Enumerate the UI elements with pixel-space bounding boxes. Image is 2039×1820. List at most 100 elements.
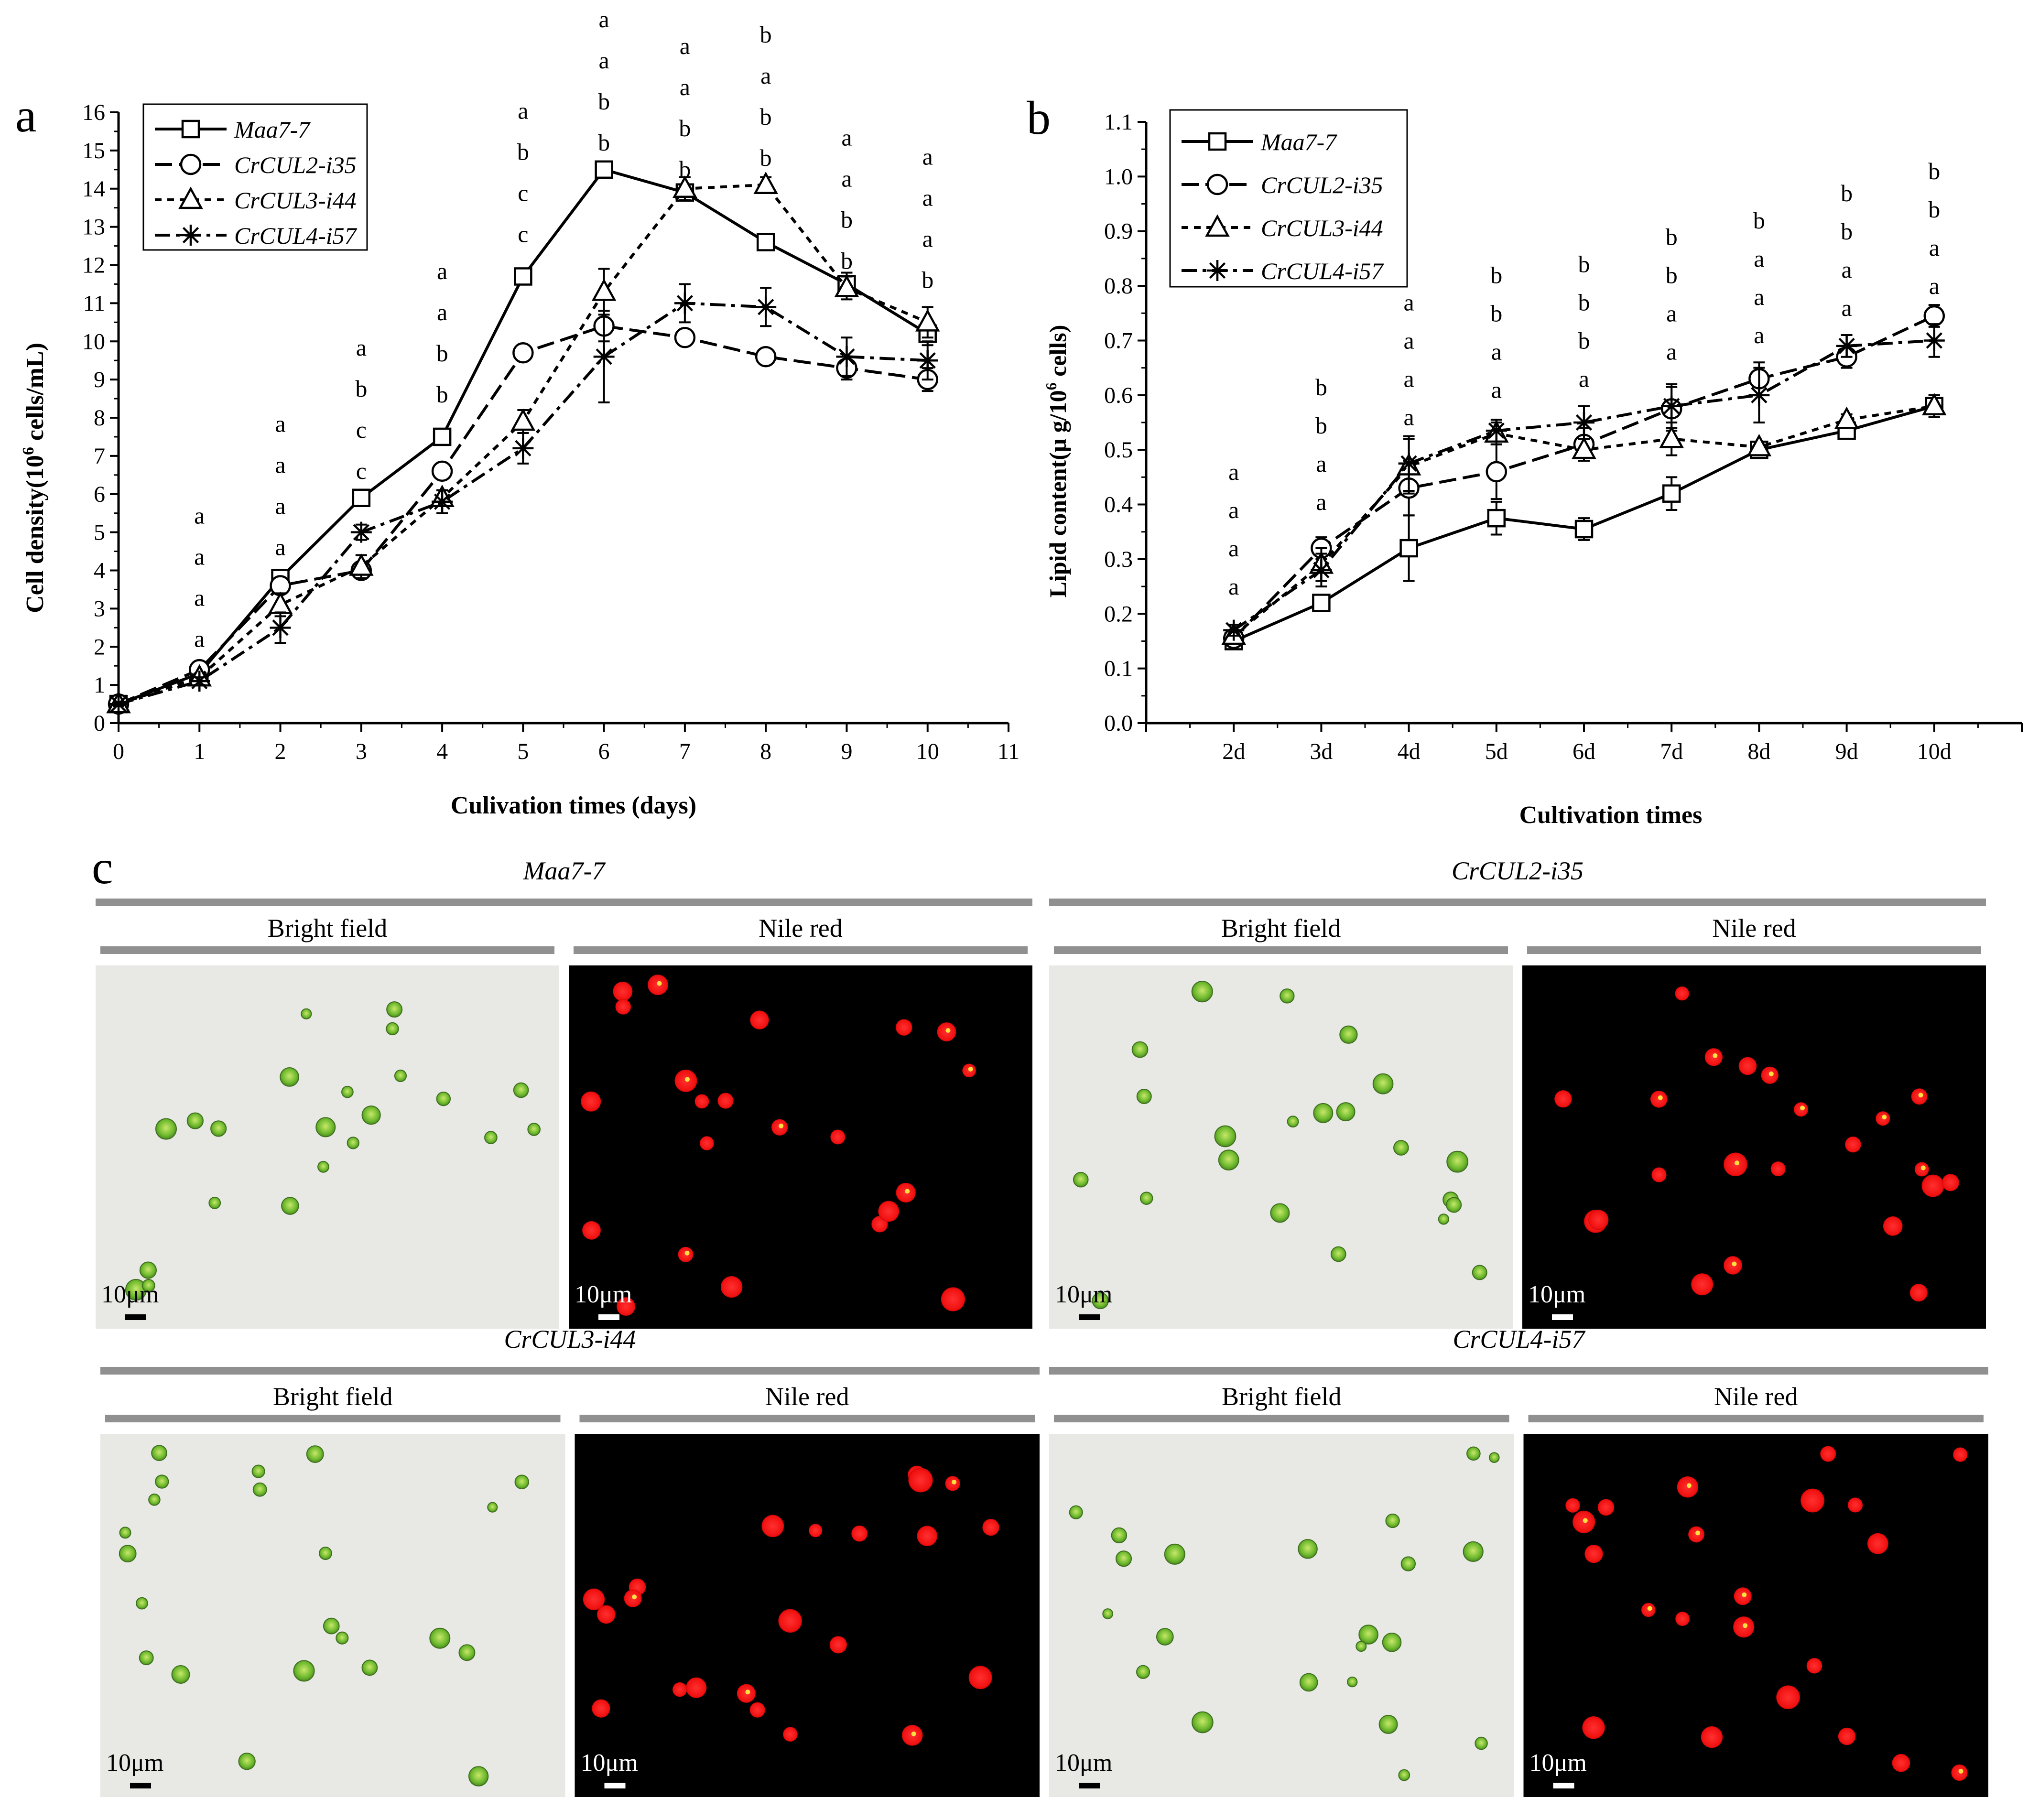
significance-letter: b bbox=[1666, 223, 1678, 250]
significance-letter: a bbox=[275, 534, 285, 561]
y-tick-label: 3 bbox=[94, 596, 105, 621]
lipid-droplet-cell bbox=[1738, 1057, 1757, 1075]
y-tick-label: 8 bbox=[94, 405, 105, 431]
lipid-highlight bbox=[1918, 1093, 1923, 1098]
lipid-highlight bbox=[952, 1479, 957, 1484]
data-point bbox=[1836, 335, 1857, 357]
significance-letter: a bbox=[1403, 289, 1414, 316]
legend-label: Maa7-7 bbox=[1260, 129, 1337, 155]
algal-cell bbox=[336, 1631, 349, 1645]
x-tick-label: 10d bbox=[1917, 739, 1952, 764]
lipid-droplet-cell bbox=[1701, 1726, 1723, 1748]
lipid-droplet-cell bbox=[750, 1010, 769, 1029]
legend-label: CrCUL3-i44 bbox=[1261, 215, 1383, 241]
algal-cell bbox=[429, 1627, 451, 1649]
algal-cell bbox=[1358, 1625, 1378, 1645]
legend-marker bbox=[1205, 214, 1230, 237]
data-point bbox=[593, 346, 615, 368]
algal-cell bbox=[155, 1474, 169, 1489]
y-tick-label: 0.4 bbox=[1104, 492, 1133, 518]
significance-letter: a bbox=[1491, 338, 1502, 365]
legend-marker bbox=[178, 186, 203, 209]
lipid-highlight bbox=[1583, 1518, 1588, 1523]
data-point-stroke bbox=[1926, 332, 1942, 349]
algal-cell bbox=[1191, 981, 1213, 1003]
algal-cell bbox=[1398, 1769, 1410, 1781]
algal-cell bbox=[280, 1067, 300, 1087]
data-point bbox=[1398, 453, 1420, 474]
legend-marker-stroke bbox=[182, 227, 199, 244]
significance-letter: b bbox=[598, 88, 610, 115]
lipid-droplet-cell bbox=[581, 1091, 601, 1112]
data-point-stroke bbox=[272, 619, 289, 636]
y-tick-label: 0.1 bbox=[1104, 656, 1133, 682]
significance-letter: b bbox=[1666, 261, 1678, 288]
data-point-stroke bbox=[353, 524, 369, 541]
data-point bbox=[1573, 412, 1594, 433]
algal-cell bbox=[186, 1112, 204, 1129]
nile-red-image: 10μm bbox=[575, 1434, 1040, 1797]
significance-letter: a bbox=[194, 584, 205, 611]
y-tick-label: 0.0 bbox=[1104, 711, 1133, 736]
subtitle-bar bbox=[1054, 1415, 1509, 1422]
algal-cell bbox=[1280, 988, 1295, 1004]
lipid-droplet-cell bbox=[1597, 1499, 1615, 1516]
lipid-droplet-cell bbox=[700, 1136, 714, 1150]
algal-cell bbox=[148, 1494, 161, 1506]
significance-letter: a bbox=[599, 6, 609, 32]
algal-cell bbox=[1463, 1541, 1484, 1562]
scale-bar-label: 10μm bbox=[581, 1749, 638, 1777]
significance-letter: a bbox=[1754, 245, 1764, 272]
algal-cell bbox=[1069, 1505, 1083, 1519]
microscopy-group-CrCUL3-i44: CrCUL3-i44 Bright field 10μm Nile red 10μm bbox=[100, 1325, 1040, 1797]
lipid-highlight bbox=[905, 1189, 910, 1194]
algal-cell bbox=[1438, 1213, 1449, 1225]
lipid-droplet-cell bbox=[1847, 1497, 1863, 1513]
panel-a-ylabel-unit-prefix: (10 bbox=[22, 455, 49, 488]
data-point-stroke bbox=[515, 440, 531, 457]
data-point bbox=[1921, 393, 1947, 415]
algal-cell bbox=[252, 1482, 267, 1497]
algal-cell bbox=[1336, 1102, 1356, 1122]
data-point-stroke bbox=[191, 672, 208, 690]
y-tick-label: 11 bbox=[83, 291, 105, 316]
algal-cell bbox=[1385, 1513, 1400, 1528]
legend-marker bbox=[1206, 173, 1228, 195]
data-point bbox=[834, 274, 859, 297]
significance-letter: a bbox=[922, 143, 933, 170]
lipid-droplet-cell bbox=[1651, 1167, 1667, 1182]
algal-cell bbox=[1092, 1292, 1109, 1310]
data-point bbox=[753, 172, 778, 195]
data-point bbox=[1311, 559, 1332, 581]
y-tick-label: 0.3 bbox=[1104, 547, 1133, 572]
lipid-highlight bbox=[1713, 1053, 1718, 1058]
bright-field-image: 10μm bbox=[96, 965, 559, 1329]
x-tick-label: 1 bbox=[194, 739, 205, 764]
image-background bbox=[1049, 965, 1513, 1329]
algal-cell bbox=[513, 1082, 529, 1098]
algal-cell bbox=[151, 1445, 167, 1461]
algal-cell bbox=[347, 1137, 359, 1149]
strain-bar bbox=[100, 1367, 1040, 1375]
series-CrCUL4-i57 bbox=[108, 283, 938, 715]
x-tick-label: 2d bbox=[1222, 739, 1245, 764]
lipid-highlight bbox=[779, 1123, 784, 1128]
lipid-droplet-cell bbox=[1892, 1754, 1910, 1772]
algal-cell bbox=[293, 1660, 315, 1682]
algal-cell bbox=[1313, 1103, 1334, 1123]
significance-letter: b bbox=[436, 340, 448, 367]
data-point-stroke bbox=[1488, 422, 1505, 439]
significance-letter: b bbox=[679, 115, 691, 141]
significance-letter: a bbox=[356, 334, 367, 361]
lipid-highlight bbox=[684, 1250, 690, 1256]
scale-bar-label: 10μm bbox=[1055, 1281, 1112, 1308]
algal-cell bbox=[142, 1278, 155, 1292]
lipid-highlight bbox=[745, 1690, 750, 1695]
significance-letter: a bbox=[1228, 497, 1239, 523]
data-point bbox=[1572, 436, 1596, 459]
scale-bar bbox=[125, 1314, 146, 1320]
algal-cell bbox=[281, 1197, 299, 1215]
significance-letter: b bbox=[922, 266, 933, 293]
strain-title: CrCUL3-i44 bbox=[504, 1325, 636, 1354]
